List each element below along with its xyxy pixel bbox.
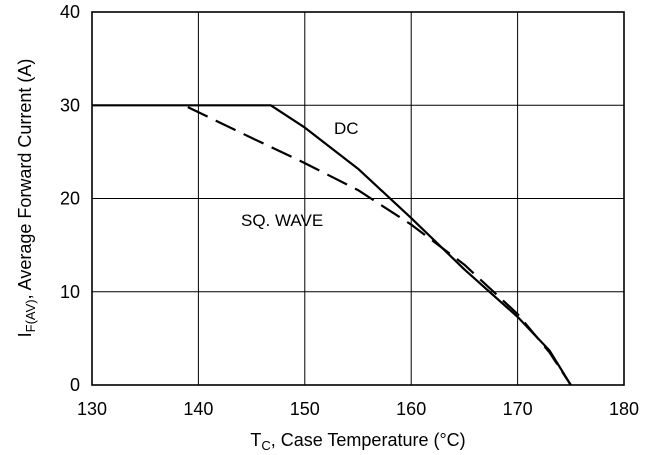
grid (92, 12, 624, 385)
x-axis-title: TC, Case Temperature (°C) (250, 430, 465, 453)
x-tick-label: 150 (290, 399, 320, 419)
x-tick-label: 180 (609, 399, 639, 419)
y-axis-title-main: I (15, 332, 35, 337)
x-axis-title-rest: , Case Temperature (°C) (271, 430, 466, 450)
x-axis-title-subscript: C (261, 438, 270, 453)
tick-labels: 130 140 150 160 170 180 0 10 20 30 40 (60, 2, 639, 419)
y-axis-title: IF(AV), Average Forward Current (A) (15, 59, 38, 338)
y-axis-title-subscript: F(AV) (23, 299, 38, 332)
series-label-sq-wave: SQ. WAVE (241, 211, 323, 230)
series-group (92, 104, 572, 386)
y-tick-label: 20 (60, 189, 80, 209)
series-label-dc: DC (334, 119, 359, 138)
series-line-sq-wave (187, 106, 572, 386)
plot-frame (91, 11, 625, 386)
x-axis-title-main: T (250, 430, 261, 450)
y-tick-label: 30 (60, 95, 80, 115)
x-tick-label: 140 (183, 399, 213, 419)
y-tick-label: 0 (70, 375, 80, 395)
x-tick-label: 160 (396, 399, 426, 419)
x-tick-label: 130 (77, 399, 107, 419)
y-axis-title-rest: , Average Forward Current (A) (15, 59, 35, 300)
y-tick-label: 10 (60, 282, 80, 302)
x-tick-label: 170 (503, 399, 533, 419)
y-tick-label: 40 (60, 2, 80, 22)
